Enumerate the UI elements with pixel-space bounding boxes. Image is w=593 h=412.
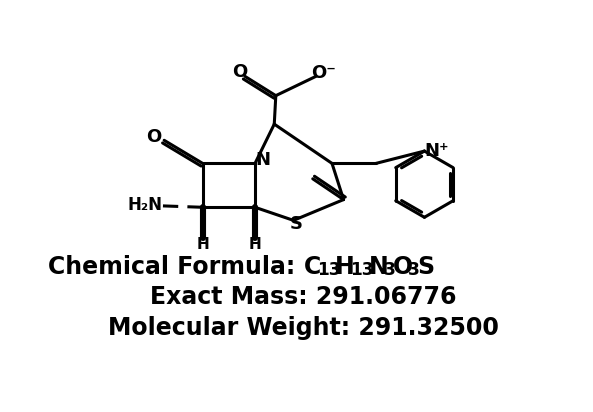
Text: Molecular Weight: 291.32500: Molecular Weight: 291.32500: [108, 316, 499, 340]
Text: Chemical Formula:: Chemical Formula:: [48, 255, 304, 279]
Text: C: C: [304, 255, 321, 279]
Text: O⁻: O⁻: [311, 63, 336, 82]
Text: 3: 3: [408, 262, 420, 279]
Text: H: H: [335, 255, 355, 279]
Text: 13: 13: [317, 262, 340, 279]
Text: S: S: [417, 255, 435, 279]
Text: H: H: [196, 237, 209, 252]
Text: O: O: [232, 63, 247, 81]
Text: H: H: [248, 237, 262, 252]
Text: Exact Mass: 291.06776: Exact Mass: 291.06776: [150, 286, 457, 309]
Text: N⁺: N⁺: [425, 142, 449, 160]
Text: 3: 3: [384, 262, 396, 279]
Text: H₂N: H₂N: [127, 196, 162, 214]
Text: 13: 13: [350, 262, 374, 279]
Text: O: O: [146, 128, 162, 146]
Text: N: N: [255, 150, 270, 169]
Text: O: O: [393, 255, 413, 279]
Text: N: N: [368, 255, 388, 279]
Text: S: S: [290, 215, 303, 233]
